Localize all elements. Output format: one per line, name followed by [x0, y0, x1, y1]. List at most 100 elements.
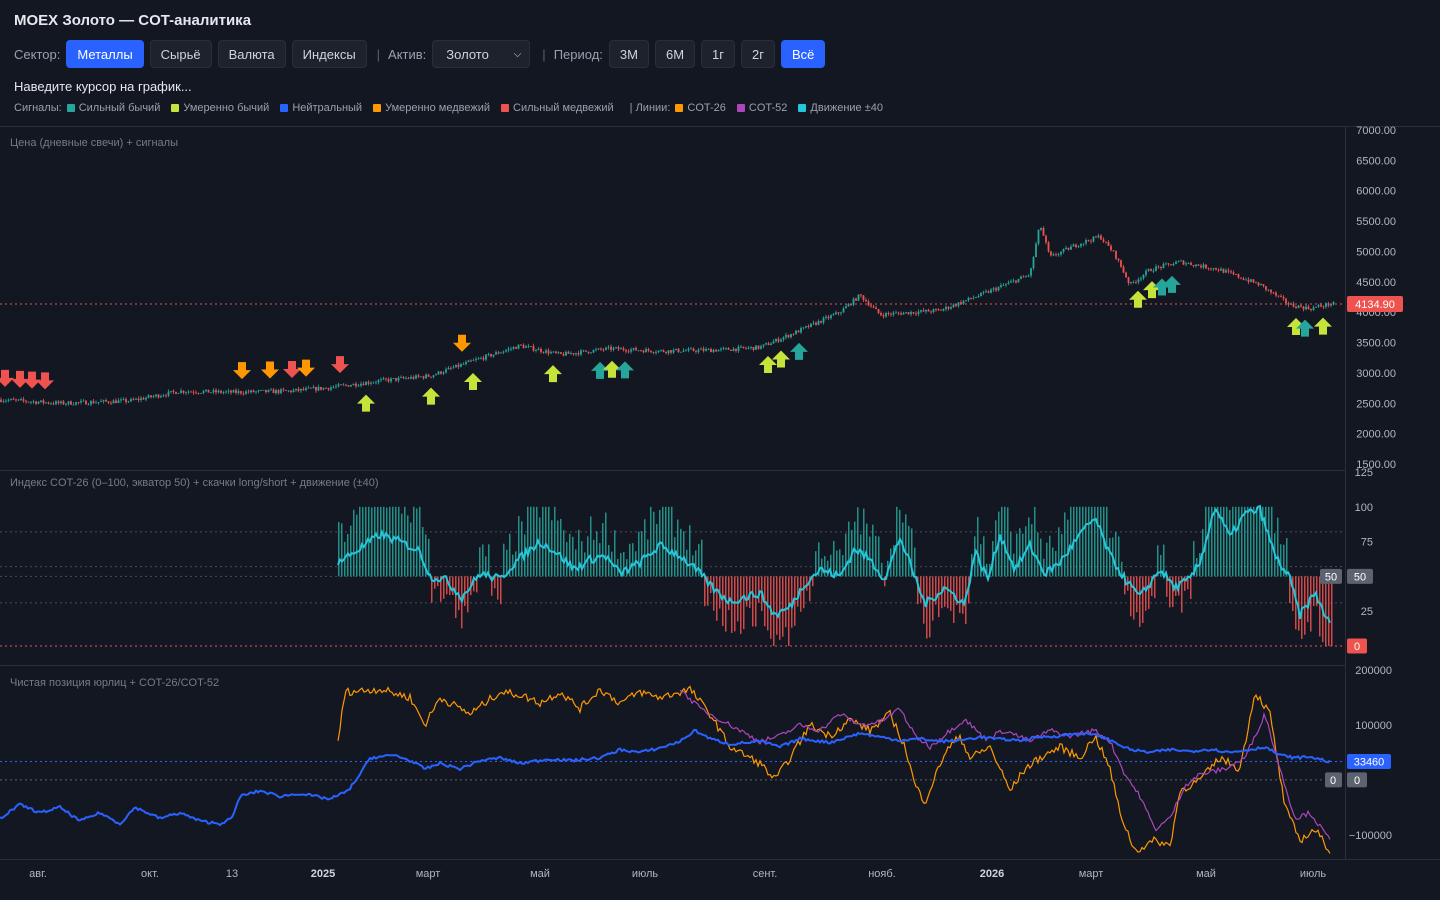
candle-body	[825, 316, 827, 318]
candle-body	[970, 297, 972, 299]
candle-body	[1037, 229, 1040, 244]
candle-body	[785, 334, 787, 338]
cot-jump-bar	[650, 506, 652, 577]
chart-area[interactable]: Цена (дневные свечи) + сигналы 7000.00 65…	[0, 126, 1440, 900]
asset-select[interactable]: Золото ⌵	[432, 40, 531, 68]
candle-body	[142, 398, 145, 400]
candle-body	[592, 349, 595, 353]
cot-jump-bar	[950, 576, 952, 611]
price-pane[interactable]: Цена (дневные свечи) + сигналы 7000.00 65…	[0, 126, 1403, 471]
sector-button-currency[interactable]: Валюта	[217, 40, 286, 68]
candle-body	[1222, 268, 1225, 273]
cot-jump-bar	[350, 525, 352, 577]
cot-jump-bar	[1241, 506, 1243, 577]
cot-jump-bar	[839, 549, 841, 577]
cot-jump-bar	[734, 576, 736, 632]
period-button-3m[interactable]: 3M	[608, 40, 649, 68]
candle-body	[792, 334, 795, 335]
cot-jump-bar	[1169, 576, 1171, 608]
cot52-line	[679, 689, 1331, 840]
candle-body	[145, 397, 147, 400]
price-tick-label: 3500.00	[1356, 338, 1396, 350]
candle-body	[515, 347, 517, 349]
cot-jump-bar	[1244, 506, 1246, 577]
legend-item-strong-bull: Сильный бычий	[64, 102, 160, 114]
period-button-6m[interactable]: 6M	[654, 40, 696, 68]
period-button-2y[interactable]: 2г	[741, 40, 775, 68]
cot-jump-bar	[1226, 506, 1228, 577]
candle-body	[805, 326, 807, 328]
candle-body	[420, 376, 422, 378]
cot-jump-bar	[482, 544, 484, 577]
cot-jump-bar	[1235, 506, 1237, 577]
candle-body	[672, 349, 675, 353]
cot-jump-bar	[698, 544, 700, 577]
cot-jump-bar	[383, 506, 385, 577]
candle-body	[170, 390, 172, 392]
cot-jump-bar	[422, 527, 424, 577]
candle-body	[20, 399, 22, 400]
sector-button-commodities[interactable]: Сырьё	[149, 40, 212, 68]
candle-body	[207, 389, 210, 393]
cot-jump-bar	[773, 576, 775, 646]
cot-jump-bar	[914, 547, 916, 577]
cot-jump-bar	[1280, 544, 1282, 577]
candle-body	[780, 339, 782, 342]
candle-body	[935, 309, 937, 311]
signal-arrow-up	[790, 342, 808, 360]
candle-body	[900, 313, 902, 315]
cot-jump-bar	[605, 512, 607, 577]
zero-badge	[1347, 638, 1367, 654]
cot-jump-bar	[1094, 506, 1096, 577]
cot-jump-bar	[398, 506, 400, 577]
period-button-1y[interactable]: 1г	[701, 40, 736, 68]
candle-body	[227, 390, 230, 392]
candle-body	[12, 398, 15, 400]
candle-body	[895, 312, 897, 314]
candle-body	[1090, 240, 1092, 242]
candle-body	[682, 350, 685, 352]
candle-body	[1205, 264, 1207, 269]
time-axis-label: март	[1079, 868, 1104, 880]
cot-tick-label: 100	[1355, 502, 1373, 514]
candle-body	[617, 347, 620, 350]
sector-button-indices[interactable]: Индексы	[291, 40, 367, 68]
period-button-all[interactable]: Всё	[781, 40, 826, 68]
candle-body	[1022, 276, 1025, 278]
net-last-label: 33460	[1354, 756, 1385, 768]
candle-body	[365, 382, 367, 386]
candle-body	[435, 374, 437, 376]
candle-body	[1217, 269, 1220, 271]
net-position-pane[interactable]: Чистая позиция юрлиц + COT-26/COT-52 200…	[0, 665, 1392, 854]
candle-body	[722, 348, 725, 349]
signal-arrow-down	[36, 372, 54, 390]
signal-arrow-up	[464, 372, 482, 390]
cot-jump-bar	[737, 576, 739, 622]
cot-jump-bar	[434, 576, 436, 589]
candle-body	[1127, 277, 1130, 284]
candle-body	[857, 294, 860, 301]
cot-jump-bar	[338, 522, 340, 577]
cot-jump-bar	[488, 544, 490, 577]
candle-body	[1147, 269, 1150, 271]
signal-arrow-down	[297, 359, 315, 377]
candle-body	[425, 374, 427, 379]
signal-arrow-down	[331, 356, 349, 374]
candle-body	[400, 377, 402, 379]
candle-body	[25, 400, 27, 402]
cot-index-pane[interactable]: Индекс COT-26 (0–100, экватор 50) + скач…	[0, 467, 1373, 654]
candle-body	[120, 399, 122, 401]
candle-body	[335, 386, 337, 388]
cot-jump-bar	[548, 506, 550, 577]
candle-body	[572, 353, 575, 355]
candle-body	[927, 309, 930, 312]
candle-body	[570, 353, 572, 354]
candle-body	[132, 399, 135, 400]
price-candles	[0, 226, 1335, 407]
candle-body	[90, 401, 92, 405]
candle-body	[905, 312, 907, 313]
sector-button-metals[interactable]: Металлы	[66, 40, 144, 68]
cot-jump-bar	[1043, 558, 1045, 577]
signal-arrow-up	[616, 361, 634, 379]
candle-body	[1295, 306, 1297, 309]
